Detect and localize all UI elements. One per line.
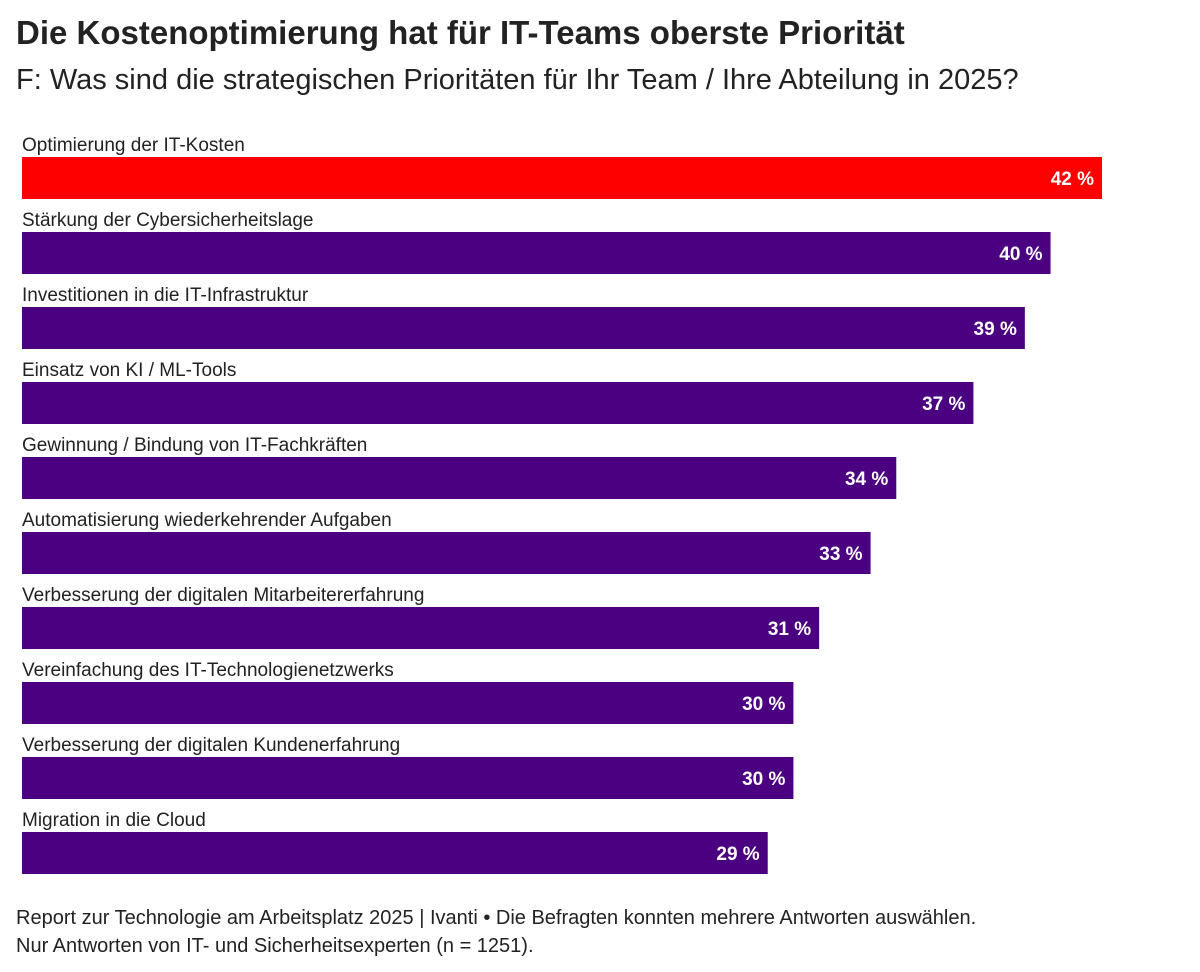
category-label: Verbesserung der digitalen Kundenerfahru… <box>22 735 400 756</box>
bar <box>22 607 820 649</box>
category-label: Vereinfachung des IT-Technologienetzwerk… <box>22 660 394 681</box>
bar <box>22 157 1102 199</box>
value-label: 29 % <box>716 844 759 865</box>
chart-subtitle: F: Was sind die strategischen Prioritäte… <box>16 64 1019 96</box>
value-label: 37 % <box>922 394 965 415</box>
bar <box>22 532 871 574</box>
bar-row: Automatisierung wiederkehrender Aufgaben… <box>22 510 871 574</box>
bar <box>22 832 768 874</box>
bar-row: Verbesserung der digitalen Mitarbeiterer… <box>22 585 820 649</box>
category-label: Automatisierung wiederkehrender Aufgaben <box>22 510 392 531</box>
category-label: Gewinnung / Bindung von IT-Fachkräften <box>22 435 367 456</box>
bar-row: Stärkung der Cybersicherheitslage 40 % <box>22 210 1051 274</box>
bar-row: Optimierung der IT-Kosten 42 % <box>22 135 1102 199</box>
footer-source: Report zur Technologie am Arbeitsplatz 2… <box>16 907 977 929</box>
bar <box>22 307 1025 349</box>
bar-row: Vereinfachung des IT-Technologienetzwerk… <box>22 660 794 724</box>
bar <box>22 232 1051 274</box>
value-label: 40 % <box>999 244 1042 265</box>
bar-row: Migration in die Cloud 29 % <box>22 810 768 874</box>
chart-title: Die Kostenoptimierung hat für IT-Teams o… <box>16 14 905 51</box>
bar <box>22 757 794 799</box>
chart-footer: Report zur Technologie am Arbeitsplatz 2… <box>16 904 976 960</box>
category-label: Migration in die Cloud <box>22 810 206 831</box>
category-label: Stärkung der Cybersicherheitslage <box>22 210 314 231</box>
bar <box>22 457 897 499</box>
value-label: 42 % <box>1051 169 1094 190</box>
value-label: 39 % <box>974 319 1017 340</box>
bar-row: Verbesserung der digitalen Kundenerfahru… <box>22 735 794 799</box>
bar-row: Gewinnung / Bindung von IT-Fachkräften 34… <box>22 435 897 499</box>
bar <box>22 382 974 424</box>
value-label: 30 % <box>742 694 785 715</box>
category-label: Verbesserung der digitalen Mitarbeiterer… <box>22 585 424 606</box>
footer-note: Nur Antworten von IT- und Sicherheitsexp… <box>16 935 534 957</box>
value-label: 33 % <box>819 544 862 565</box>
value-label: 30 % <box>742 769 785 790</box>
category-label: Investitionen in die IT-Infrastruktur <box>22 285 309 306</box>
bar-row: Investitionen in die IT-Infrastruktur 39 … <box>22 285 1025 349</box>
bar <box>22 682 794 724</box>
value-label: 31 % <box>768 619 811 640</box>
category-label: Einsatz von KI / ML-Tools <box>22 360 236 381</box>
value-label: 34 % <box>845 469 888 490</box>
category-label: Optimierung der IT-Kosten <box>22 135 245 156</box>
bar-row: Einsatz von KI / ML-Tools 37 % <box>22 360 974 424</box>
